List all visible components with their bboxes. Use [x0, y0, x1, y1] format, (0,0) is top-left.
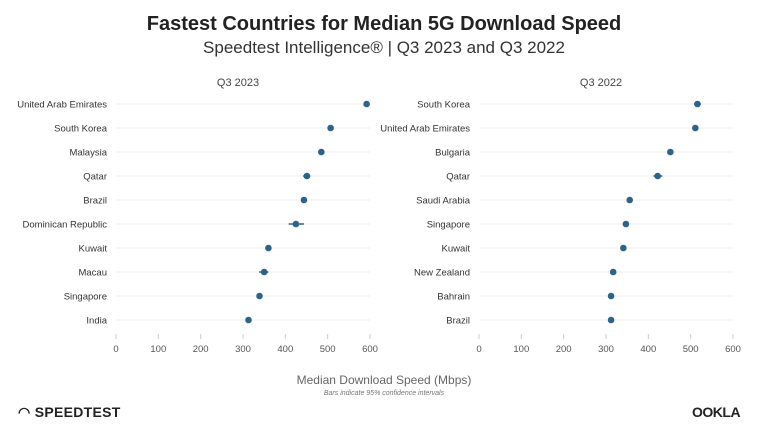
- category-label: Kuwait: [78, 244, 107, 255]
- category-label: Saudi Arabia: [416, 196, 471, 207]
- data-point: [626, 196, 634, 204]
- category-label: United Arab Emirates: [17, 100, 107, 111]
- panel-title: Q3 2022: [580, 77, 622, 89]
- data-point: [303, 172, 311, 180]
- chart-title: Fastest Countries for Median 5G Download…: [146, 13, 622, 35]
- category-label: Singapore: [427, 220, 470, 231]
- data-point: [256, 292, 263, 300]
- category-label: Macau: [78, 268, 107, 279]
- data-point: [694, 100, 701, 108]
- category-label: Malaysia: [70, 148, 108, 159]
- x-tick-label: 0: [113, 344, 118, 355]
- data-point: [622, 220, 630, 228]
- x-axis-label: Median Download Speed (Mbps): [296, 373, 472, 387]
- x-tick-label: 300: [235, 344, 251, 355]
- x-tick-label: 300: [598, 344, 614, 355]
- data-point: [620, 244, 627, 252]
- data-point: [260, 268, 268, 276]
- data-point: [607, 316, 615, 324]
- category-label: Kuwait: [441, 244, 470, 255]
- category-label: United Arab Emirates: [380, 124, 470, 135]
- category-label: Bulgaria: [435, 148, 471, 159]
- category-label: Qatar: [446, 172, 470, 183]
- category-label: Brazil: [83, 196, 107, 207]
- category-label: India: [86, 316, 107, 327]
- category-label: New Zealand: [414, 268, 470, 279]
- confidence-note: Bars indicate 95% confidence intervals: [323, 390, 445, 397]
- data-point: [292, 220, 300, 228]
- data-point: [692, 124, 699, 132]
- panel-title: Q3 2023: [217, 77, 259, 89]
- x-tick-label: 400: [640, 344, 656, 355]
- x-tick-label: 600: [362, 344, 378, 355]
- data-point: [363, 100, 370, 108]
- category-label: South Korea: [417, 100, 471, 111]
- x-tick-label: 200: [556, 344, 572, 355]
- data-point: [300, 196, 308, 204]
- x-tick-label: 100: [150, 344, 166, 355]
- category-label: South Korea: [54, 124, 108, 135]
- data-point: [607, 292, 615, 300]
- x-tick-label: 500: [683, 344, 699, 355]
- speedtest-logo: ◠ SPEEDTEST: [18, 404, 121, 420]
- speedtest-logo-text: SPEEDTEST: [34, 404, 121, 420]
- x-tick-label: 600: [725, 344, 741, 355]
- x-tick-label: 100: [513, 344, 529, 355]
- data-point: [318, 148, 325, 156]
- data-point: [327, 124, 334, 132]
- data-point: [245, 316, 252, 324]
- data-point: [654, 172, 661, 180]
- ookla-logo: OOKLA: [692, 404, 741, 420]
- chart-subtitle: Speedtest Intelligence® | Q3 2023 and Q3…: [203, 38, 565, 57]
- category-label: Dominican Republic: [23, 220, 108, 231]
- x-tick-label: 500: [320, 344, 336, 355]
- category-label: Brazil: [446, 316, 470, 327]
- data-point: [667, 148, 674, 156]
- data-point: [265, 244, 272, 252]
- category-label: Bahrain: [437, 292, 470, 303]
- category-label: Qatar: [83, 172, 107, 183]
- category-label: Singapore: [64, 292, 107, 303]
- x-tick-label: 200: [193, 344, 209, 355]
- data-point: [609, 268, 617, 276]
- x-tick-label: 400: [277, 344, 293, 355]
- x-tick-label: 0: [476, 344, 481, 355]
